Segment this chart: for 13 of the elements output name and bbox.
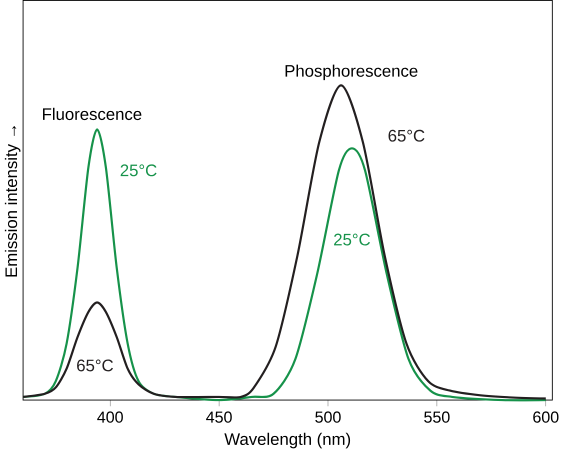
series-label: 65°C (77, 359, 113, 372)
text: 65°C (388, 130, 424, 142)
x-tick-label: 450 (206, 411, 232, 423)
y-axis-title: Emission intensity → (4, 126, 20, 276)
text: 25°C (120, 164, 157, 176)
x-tick-label: 600 (533, 411, 558, 423)
x-tick-label: 500 (315, 411, 341, 423)
series-label: 25°C (334, 234, 370, 246)
annotation: Fluorescence (43, 108, 142, 120)
text: Phosphorescence (286, 64, 418, 80)
x-tick-label: 550 (424, 411, 450, 423)
x-axis-title: Wavelength (nm) (224, 432, 350, 448)
x-tick-label: 400 (97, 411, 123, 423)
